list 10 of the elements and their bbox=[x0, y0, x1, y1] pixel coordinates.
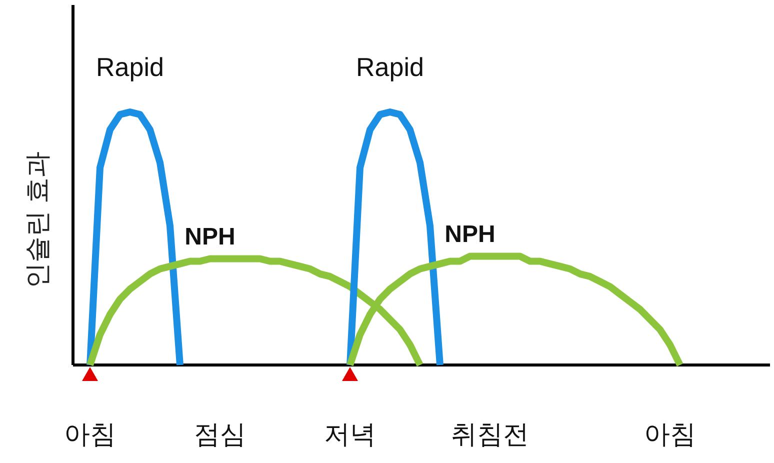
x-tick-label: 아침 bbox=[644, 419, 696, 449]
x-tick-label: 아침 bbox=[64, 419, 116, 449]
y-axis-title: 인슐린 효과 bbox=[22, 151, 52, 289]
x-tick-label: 저녁 bbox=[324, 419, 376, 449]
series-label: NPH bbox=[184, 224, 236, 251]
x-tick-label: 취침전 bbox=[451, 419, 529, 449]
series-label: Rapid bbox=[96, 52, 164, 82]
series-label: Rapid bbox=[356, 52, 424, 82]
x-tick-label: 점심 bbox=[194, 419, 246, 449]
series-label: NPH bbox=[444, 221, 496, 248]
